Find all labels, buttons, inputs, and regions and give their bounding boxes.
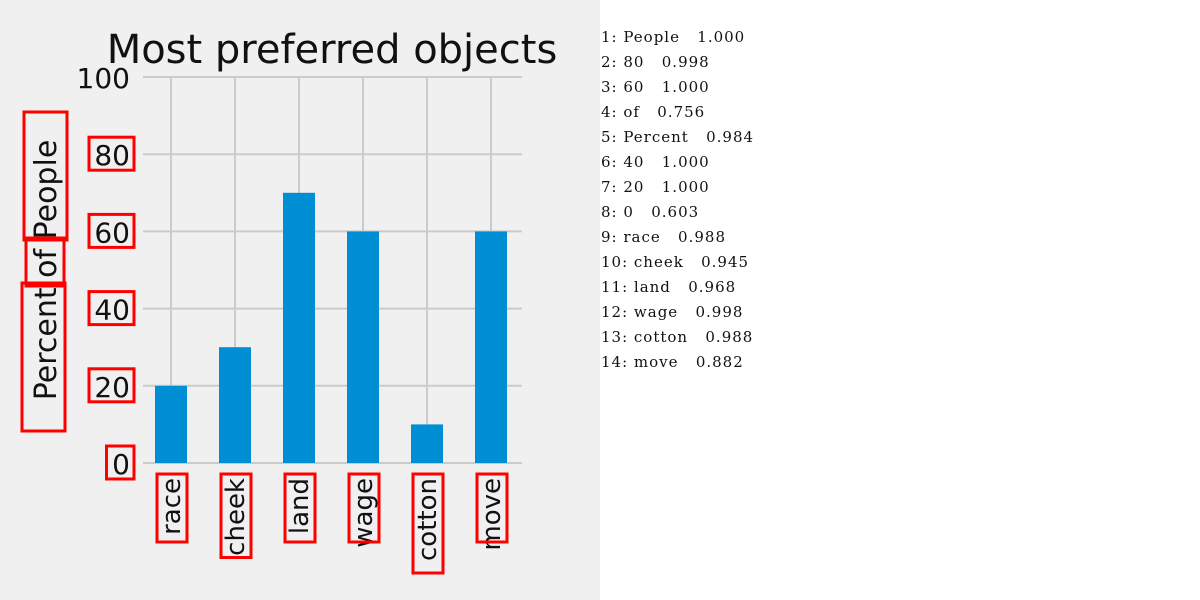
ocr-results-list: 1: People 1.000 2: 80 0.998 3: 60 1.000 4: … xyxy=(601,25,754,375)
bar-chart: Most preferred objects 0 20 40 60 80 100 race… xyxy=(20,27,558,575)
ocr-result-row: 3: 60 1.000 xyxy=(601,78,710,96)
bar-wage xyxy=(347,231,379,463)
y-tick-label: 40 xyxy=(94,294,130,327)
ocr-box xyxy=(475,472,509,544)
ocr-box xyxy=(87,290,136,327)
ocr-box xyxy=(219,472,253,559)
x-tick-labels: race cheek land wage cotton move xyxy=(155,472,509,575)
x-tick-label: move xyxy=(477,478,507,551)
ocr-result-row: 11: land 0.968 xyxy=(601,278,737,296)
ocr-result-row: 4: of 0.756 xyxy=(601,103,706,121)
ocr-box xyxy=(155,472,189,544)
x-tick-label: wage xyxy=(349,478,379,548)
y-tick-labels: 0 20 40 60 80 100 xyxy=(77,62,136,481)
bar-cheek xyxy=(219,347,251,463)
ocr-result-row: 14: move 0.882 xyxy=(601,353,744,371)
ocr-box xyxy=(20,281,67,433)
ocr-result-row: 9: race 0.988 xyxy=(601,228,727,246)
bar-move xyxy=(475,231,507,463)
ocr-box xyxy=(105,444,136,481)
ocr-result-row: 7: 20 1.000 xyxy=(601,178,710,196)
ocr-box xyxy=(87,135,136,172)
x-tick-label: land xyxy=(285,478,315,534)
ocr-result-row: 12: wage 0.998 xyxy=(601,303,744,321)
ocr-result-row: 5: Percent 0.984 xyxy=(601,128,755,146)
y-tick-label: 100 xyxy=(77,62,130,95)
chart-panel: Most preferred objects 0 20 40 60 80 100 race… xyxy=(0,0,600,600)
bar-race xyxy=(155,385,187,463)
ocr-result-row: 6: 40 1.000 xyxy=(601,153,710,171)
y-tick-label: 60 xyxy=(94,216,130,249)
y-axis-label-text: Percent of People xyxy=(29,140,64,401)
x-tick-label: cheek xyxy=(221,478,251,556)
ocr-result-row: 2: 80 0.998 xyxy=(601,53,710,71)
y-axis-label: Percent of People xyxy=(20,110,69,433)
y-tick-label: 80 xyxy=(94,139,130,172)
ocr-box xyxy=(22,110,69,242)
y-tick-label: 20 xyxy=(94,371,130,404)
x-tick-label: cotton xyxy=(413,478,443,561)
ocr-box xyxy=(411,472,445,575)
ocr-box xyxy=(24,236,66,288)
ocr-results-panel xyxy=(600,0,1200,600)
ocr-result-row: 10: cheek 0.945 xyxy=(601,253,750,271)
x-tick-label: race xyxy=(157,478,187,535)
ocr-box xyxy=(347,472,381,544)
grid-lines xyxy=(143,76,522,464)
ocr-result-row: 13: cotton 0.988 xyxy=(601,328,754,346)
ocr-result-row: 1: People 1.000 xyxy=(601,28,746,46)
bars xyxy=(155,192,507,464)
ocr-result-row: 8: 0 0.603 xyxy=(601,203,700,221)
y-tick-label: 0 xyxy=(112,448,130,481)
bar-land xyxy=(283,192,315,464)
ocr-box xyxy=(283,472,317,544)
ocr-box xyxy=(87,212,136,249)
ocr-box xyxy=(87,367,136,404)
bar-cotton xyxy=(411,424,443,463)
chart-title: Most preferred objects xyxy=(107,27,558,73)
